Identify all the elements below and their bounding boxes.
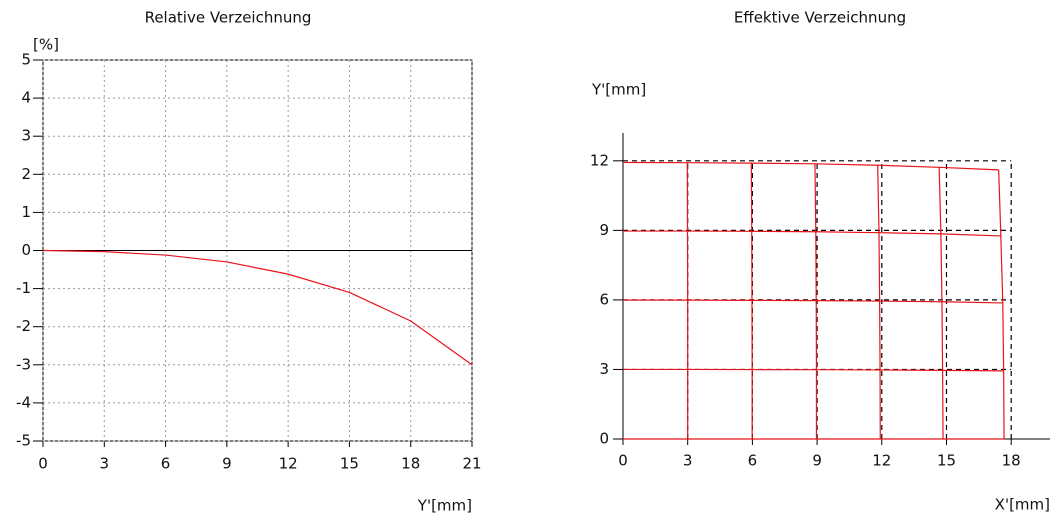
y-tick-label: 0 — [599, 430, 609, 448]
y-tick-label: 4 — [21, 89, 31, 107]
line — [998, 169, 1005, 440]
line — [42, 249, 473, 366]
y-tick-label: -5 — [16, 432, 31, 450]
x-tick-label: 12 — [279, 455, 298, 473]
x-tick-label: 18 — [1002, 452, 1021, 470]
y-tick-label: -3 — [16, 355, 31, 373]
line — [623, 230, 1001, 237]
x-tick-label: 0 — [618, 452, 628, 470]
y-tick-label: 3 — [599, 360, 609, 378]
x-tick-label: 0 — [38, 455, 48, 473]
x-axis-label: X'[mm] — [995, 496, 1050, 514]
y-tick-label: 3 — [21, 127, 31, 145]
x-tick-label: 15 — [340, 455, 359, 473]
y-tick-label: 5 — [21, 51, 31, 69]
x-tick-label: 18 — [401, 455, 420, 473]
chart-title: Effektive Verzeichnung — [734, 9, 906, 27]
y-tick-label: 6 — [599, 290, 609, 308]
line — [622, 161, 999, 171]
y-tick-label: 12 — [590, 151, 609, 169]
y-axis-label: Y'[mm] — [591, 81, 646, 99]
x-tick-label: 6 — [748, 452, 758, 470]
x-tick-label: 21 — [462, 455, 481, 473]
x-tick-label: 15 — [937, 452, 956, 470]
x-tick-label: 6 — [161, 455, 171, 473]
y-tick-label: 0 — [21, 241, 31, 259]
y-tick-label: -4 — [16, 393, 31, 411]
x-axis-label: Y'[mm] — [417, 497, 472, 515]
line — [814, 163, 818, 439]
x-tick-label: 3 — [683, 452, 693, 470]
x-tick-label: 9 — [222, 455, 232, 473]
x-tick-label: 12 — [872, 452, 891, 470]
x-tick-label: 9 — [812, 452, 822, 470]
y-tick-label: 1 — [21, 203, 31, 221]
line — [877, 165, 881, 440]
line — [750, 163, 753, 439]
y-axis-label: [%] — [33, 36, 59, 54]
y-tick-label: 9 — [599, 221, 609, 239]
x-tick-label: 3 — [100, 455, 110, 473]
y-tick-label: 2 — [21, 165, 31, 183]
y-tick-label: -1 — [16, 279, 31, 297]
y-tick-label: -2 — [16, 317, 31, 335]
line — [623, 299, 1003, 304]
line — [938, 167, 944, 440]
chart-title: Relative Verzeichnung — [145, 9, 312, 27]
line — [623, 368, 1004, 372]
